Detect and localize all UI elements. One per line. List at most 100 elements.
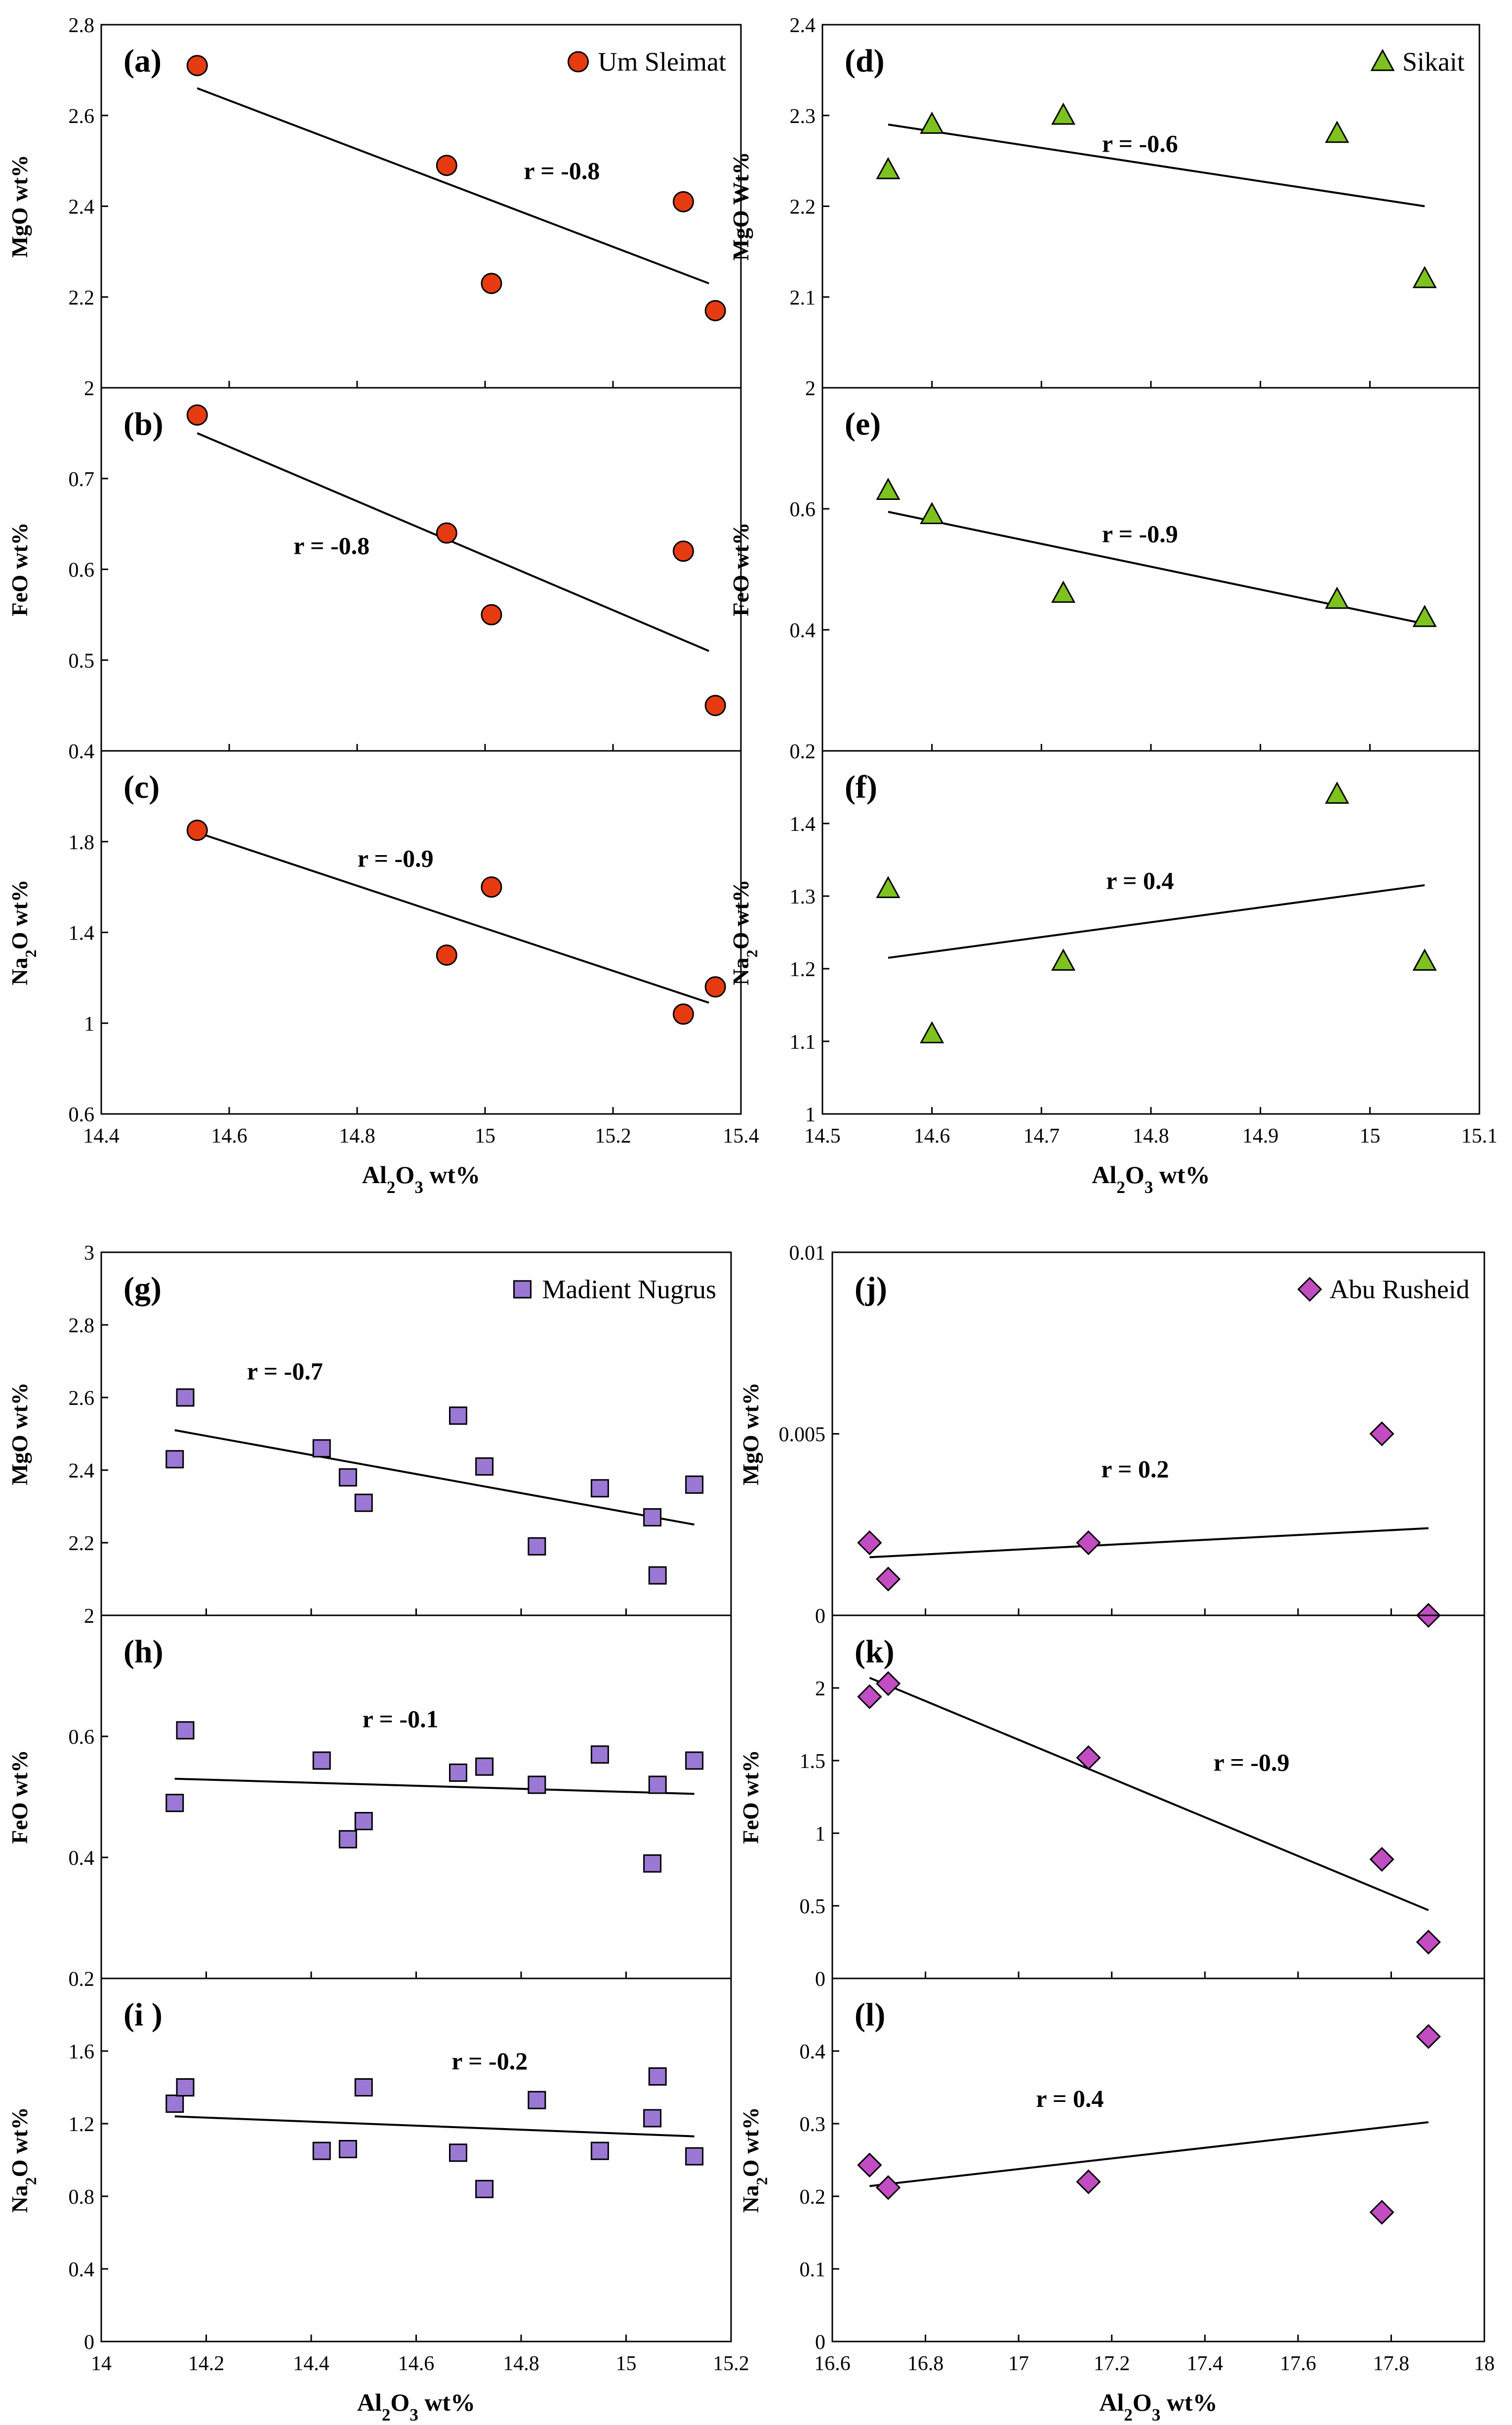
y-tick-label: 2 [815,1678,825,1700]
regression-line [869,1527,1429,1559]
data-point [312,1439,331,1458]
data-point [481,604,502,625]
y-axis-label: MgO wt% [7,1382,32,1485]
data-point [186,404,208,426]
y-tick-label: 2.3 [790,105,816,128]
plot-frame [821,750,1480,1115]
y-tick-label: 0.4 [790,619,816,642]
y-axis-label: FeO wt% [7,522,32,616]
y-tick-label: 0.1 [800,2259,826,2281]
data-point [685,1751,704,1770]
plot-frame [100,750,742,1115]
panel-label: (f) [845,769,877,805]
data-point [475,1457,494,1476]
data-point [876,1566,901,1592]
x-tick-label: 16.6 [814,2352,851,2375]
data-point [176,2078,195,2096]
x-tick-label: 15.2 [595,1125,631,1148]
y-tick-label: 2 [805,377,816,400]
y-tick-label: 0 [815,1968,825,1991]
data-point [857,1530,882,1556]
x-tick-label: 15 [475,1125,495,1148]
panel-a: 2 2.2 2.4 2.6 2.8 MgO wt% (a) r = -0.8 Um Sleima… [7,14,742,400]
y-tick-label: 0.01 [789,1242,826,1265]
y-tick-label: 1 [805,1104,816,1126]
data-point [1416,2024,1441,2049]
data-point [1076,2169,1101,2194]
y-tick-label: 3 [84,1242,94,1265]
x-tick-label: 17 [1008,2352,1029,2375]
regression-line [197,432,710,652]
y-tick-label: 0 [84,2331,94,2354]
data-point [1076,1530,1101,1556]
data-point [672,191,694,212]
regression-line [174,1429,695,1526]
y-tick-label: 0.2 [800,2186,826,2209]
panel-f: 1 1.1 1.2 1.3 1.4 Na2O wt% 14.5 14.6 14.7 14.8 14.… [728,750,1498,1197]
data-point [475,1757,494,1776]
data-point [449,1764,467,1782]
data-point [590,2141,609,2160]
y-axis-label: Na2O wt% [7,2107,40,2213]
y-tick-label: 0.4 [69,1847,95,1870]
y-tick-label: 0.6 [69,1104,95,1126]
data-point [165,1450,184,1469]
data-point [528,2091,546,2109]
x-tick-label: 14.4 [293,2352,329,2375]
regression-line [888,884,1425,959]
x-tick-label: 14.6 [211,1125,247,1148]
data-point [176,1388,195,1407]
legend-label: Sikait [1402,47,1465,77]
y-tick-label: 0.2 [69,1968,95,1991]
regression-line [869,2121,1429,2187]
y-tick-label: 2 [84,1605,94,1628]
panel-j: 0 0.005 0.01 MgO wt% (j) r = 0.2 Abu Rusheid [738,1242,1485,1628]
x-axis-label: Al2O3 wt% [1092,1161,1210,1197]
y-tick-label: 2.6 [69,105,95,128]
y-tick-label: 0.6 [69,559,95,582]
y-tick-label: 2.1 [790,287,816,309]
data-point [436,522,457,544]
x-tick-label: 14.8 [339,1125,375,1148]
legend-label: Um Sleimat [598,47,726,77]
y-tick-label: 0.6 [790,498,816,521]
data-point [165,2095,184,2113]
data-point [1412,948,1437,971]
x-tick-label: 14.9 [1242,1125,1279,1148]
data-point [920,502,944,524]
plot-frame [821,387,1480,752]
correlation-label: r = 0.2 [1101,1455,1169,1483]
x-tick-label: 17.6 [1280,2352,1316,2375]
x-axis-label: Al2O3 wt% [362,1161,480,1197]
panel-label: (k) [855,1634,895,1670]
y-tick-label: 0.6 [69,1726,95,1749]
panel-g: 2 2.2 2.4 2.6 2.8 3 MgO wt% (g) r = -0.7 Madient … [7,1242,732,1628]
y-tick-label: 1.5 [800,1750,826,1773]
correlation-label: r = -0.9 [358,844,434,872]
data-point [643,2109,662,2128]
y-tick-label: 0.5 [69,650,95,672]
y-tick-label: 2.2 [69,1532,95,1555]
x-tick-label: 14.8 [503,2352,539,2375]
data-point [648,1775,667,1794]
y-axis-label: FeO wt% [7,1750,32,1844]
panel-label: (g) [123,1271,162,1307]
data-point [1051,580,1076,603]
legend-marker [568,51,589,73]
correlation-label: r = -0.8 [524,157,600,184]
x-tick-label: 15.4 [723,1125,759,1148]
x-tick-label: 15.1 [1461,1125,1498,1148]
x-tick-label: 14 [91,2352,112,2375]
y-tick-label: 1.4 [790,813,816,836]
data-point [876,478,900,500]
y-tick-label: 1 [815,1823,825,1846]
y-tick-label: 1.1 [790,1031,816,1054]
data-point [672,540,694,562]
panel-d: 2 2.1 2.2 2.3 2.4 MgO Wt% (d) r = -0.6 Sikait [728,14,1480,400]
correlation-label: r = 0.4 [1036,2085,1103,2112]
data-point [354,2078,373,2096]
data-point [857,1684,882,1709]
panel-label: (l) [855,1997,885,2033]
y-tick-label: 0.5 [800,1895,826,1918]
data-point [704,300,726,322]
